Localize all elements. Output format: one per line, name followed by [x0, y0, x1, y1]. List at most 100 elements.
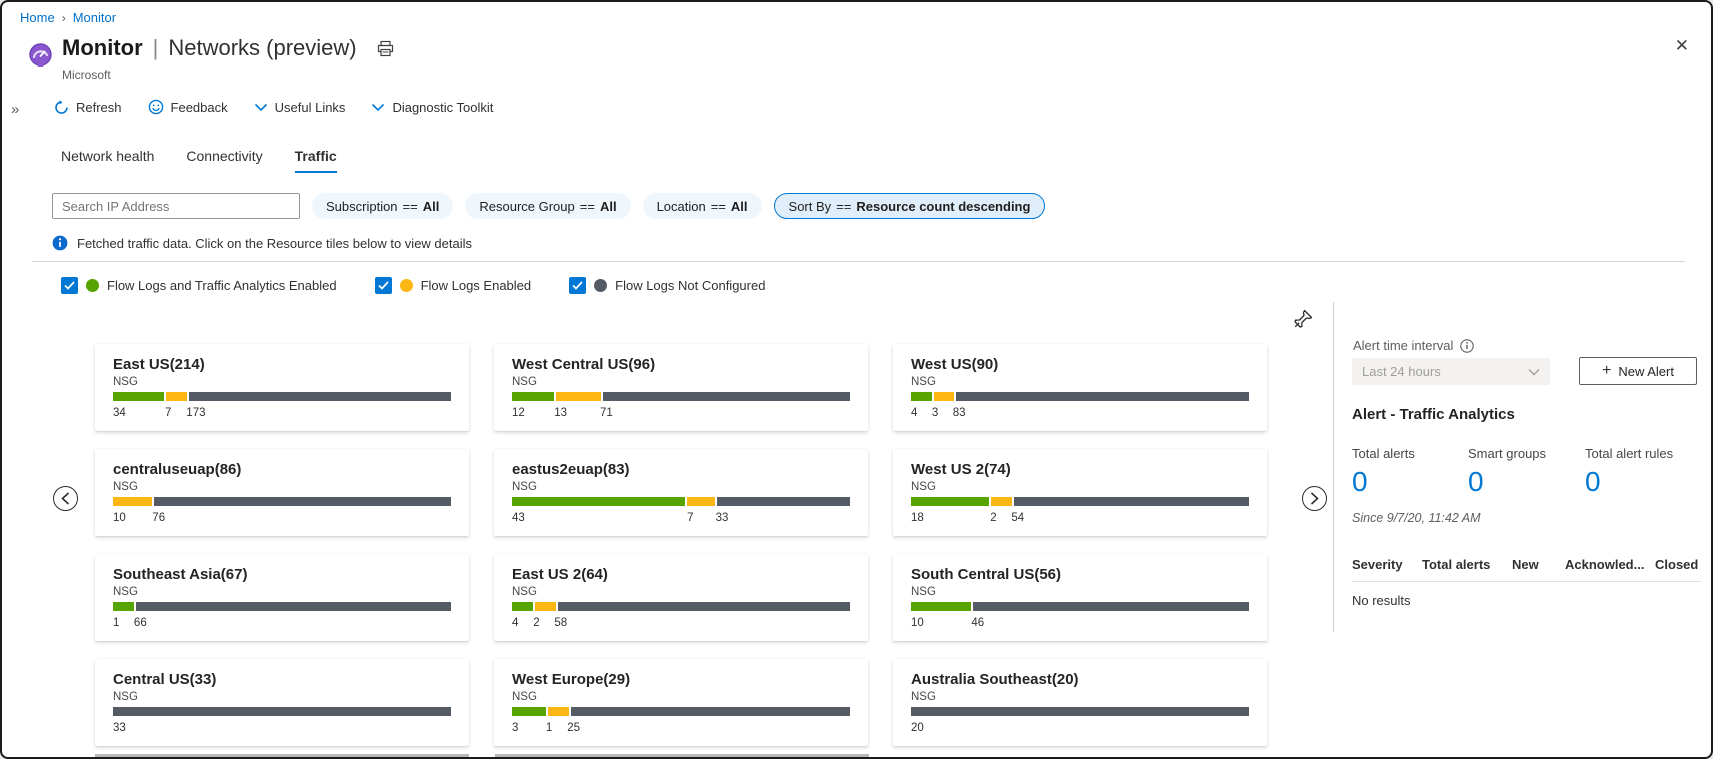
column-severity: Severity	[1352, 557, 1403, 572]
segment-count: 43	[512, 512, 525, 524]
segment-count: 7	[687, 512, 694, 524]
checkbox-checked[interactable]	[61, 277, 78, 294]
tile-resource-type: NSG	[911, 691, 936, 703]
alert-panel-heading: Alert - Traffic Analytics	[1352, 406, 1515, 423]
legend-item-traffic-analytics-enabled: Flow Logs and Traffic Analytics Enabled	[61, 277, 337, 294]
segment-count: 83	[952, 407, 966, 419]
filter-pill-sort-by[interactable]: Sort By == Resource count descending	[773, 193, 1046, 219]
resource-tile[interactable]: West Central US(96) NSG 12 13 71	[494, 344, 868, 431]
legend-item-flow-logs-enabled: Flow Logs Enabled	[374, 277, 531, 294]
bar-segment-yellow	[166, 392, 188, 401]
expand-pane-icon[interactable]: »	[11, 101, 19, 118]
status-legend: Flow Logs and Traffic Analytics Enabled …	[61, 277, 765, 294]
title-divider: |	[152, 35, 159, 60]
segment-count: 46	[971, 617, 985, 629]
breadcrumb-monitor-link[interactable]: Monitor	[72, 10, 117, 25]
tile-counts: 4 3 83	[911, 407, 1249, 422]
pill-operator: ==	[836, 198, 852, 214]
column-acknowledged: Acknowled...	[1565, 557, 1645, 572]
carousel-previous-button[interactable]	[53, 486, 78, 511]
diagnostic-toolkit-label: Diagnostic Toolkit	[392, 99, 494, 115]
checkbox-checked[interactable]	[374, 277, 392, 294]
segment-count: 76	[152, 512, 166, 524]
segment-count: 7	[165, 407, 172, 419]
chevron-down-icon	[1528, 368, 1540, 375]
tile-stacked-bar	[512, 602, 850, 611]
pill-name: Location	[656, 198, 706, 214]
refresh-button[interactable]: Refresh	[54, 100, 122, 115]
bar-segment-gray	[113, 707, 451, 716]
tile-counts: 1 66	[113, 617, 451, 632]
resource-tile[interactable]: Southeast Asia(67) NSG 1 66	[95, 554, 469, 641]
resource-tile[interactable]: centraluseuap(86) NSG 10 76	[95, 449, 469, 536]
breadcrumb-home-link[interactable]: Home	[20, 10, 55, 25]
tab-connectivity[interactable]: Connectivity	[186, 148, 263, 164]
check-icon	[377, 281, 389, 290]
filter-bar: Subscription == All Resource Group == Al…	[52, 193, 1046, 219]
useful-links-menu[interactable]: Useful Links	[254, 100, 345, 115]
time-interval-dropdown[interactable]: Last 24 hours	[1352, 358, 1550, 385]
bar-segment-green	[512, 497, 686, 506]
tile-region-title: East US 2(64)	[512, 566, 608, 583]
close-icon[interactable]: ✕	[1674, 36, 1689, 55]
resource-tile[interactable]: West US(90) NSG 4 3 83	[893, 344, 1267, 431]
resource-tile[interactable]: East US 2(64) NSG 4 2 58	[494, 554, 868, 641]
bar-segment-green	[911, 497, 990, 506]
stat-label: Total alerts	[1352, 446, 1415, 461]
bar-segment-gray	[570, 707, 850, 716]
tile-counts: 10 76	[113, 512, 451, 527]
search-ip-input[interactable]	[52, 193, 300, 219]
feedback-button[interactable]: Feedback	[148, 99, 228, 115]
new-alert-button[interactable]: + New Alert	[1579, 357, 1697, 385]
pin-icon[interactable]	[1292, 308, 1314, 330]
segment-count: 10	[113, 512, 126, 524]
bar-segment-green	[512, 392, 554, 401]
resource-tile[interactable]: West Europe(29) NSG 3 1 25	[494, 659, 868, 746]
carousel-next-button[interactable]	[1302, 486, 1327, 511]
legend-label: Flow Logs Not Configured	[615, 278, 766, 293]
stat-value[interactable]: 0	[1468, 466, 1484, 497]
bar-segment-gray	[557, 602, 850, 611]
checkbox-checked[interactable]	[569, 277, 587, 294]
resource-tile[interactable]: Central US(33) NSG 33	[95, 659, 469, 746]
refresh-icon	[55, 100, 68, 114]
tile-stacked-bar	[512, 707, 850, 716]
bar-segment-gray	[602, 392, 850, 401]
resource-tile[interactable]: eastus2euap(83) NSG 43 7 33	[494, 449, 868, 536]
stat-value[interactable]: 0	[1352, 466, 1368, 497]
segment-count: 54	[1011, 512, 1025, 524]
command-bar: Refresh Feedback Useful Links Diagnostic…	[54, 99, 493, 115]
pill-operator: ==	[402, 198, 418, 214]
bar-segment-gray	[972, 602, 1249, 611]
chevron-down-icon	[254, 103, 267, 111]
tab-network-health[interactable]: Network health	[61, 148, 155, 164]
segment-count: 2	[990, 512, 997, 524]
diagnostic-toolkit-menu[interactable]: Diagnostic Toolkit	[371, 100, 493, 115]
filter-pill-subscription[interactable]: Subscription == All	[312, 193, 454, 219]
info-tooltip-icon[interactable]	[1460, 338, 1475, 353]
tile-resource-type: NSG	[512, 481, 537, 493]
tile-resource-type: NSG	[512, 376, 537, 388]
resource-tile[interactable]: Australia Southeast(20) NSG 20	[893, 659, 1267, 746]
segment-count: 3	[512, 722, 519, 734]
bar-segment-gray	[717, 497, 850, 506]
chevron-right-icon	[1310, 492, 1319, 505]
refresh-label: Refresh	[76, 99, 122, 115]
tab-traffic[interactable]: Traffic	[294, 148, 337, 173]
filter-pill-resource-group[interactable]: Resource Group == All	[465, 193, 631, 219]
resource-tile[interactable]: East US(214) NSG 34 7 173	[95, 344, 469, 431]
pill-value: Resource count descending	[856, 198, 1031, 214]
print-button[interactable]	[377, 40, 394, 57]
tile-stacked-bar	[113, 497, 451, 506]
resource-tile[interactable]: South Central US(56) NSG 10 46	[893, 554, 1267, 641]
bar-segment-yellow	[991, 497, 1013, 506]
panel-divider	[1333, 302, 1334, 632]
resource-tile[interactable]: West US 2(74) NSG 18 2 54	[893, 449, 1267, 536]
filter-pill-location[interactable]: Location == All	[642, 193, 762, 219]
segment-count: 2	[533, 617, 540, 629]
stat-value[interactable]: 0	[1585, 466, 1601, 497]
bar-segment-yellow	[547, 707, 569, 716]
bar-segment-gray	[154, 497, 451, 506]
segment-count: 18	[911, 512, 924, 524]
alert-time-interval-text: Alert time interval	[1353, 338, 1454, 353]
